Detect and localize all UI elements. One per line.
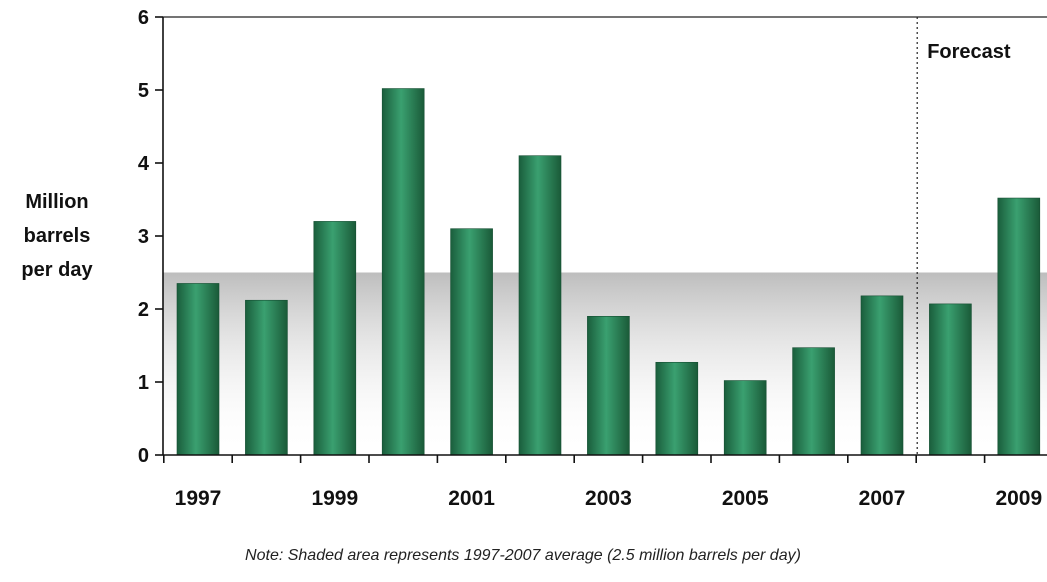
y-tick-label: 4 bbox=[138, 153, 150, 175]
bar-2007 bbox=[860, 295, 904, 456]
y-tick-label: 5 bbox=[138, 80, 149, 102]
bar-2002 bbox=[518, 155, 562, 456]
y-axis-label: Million bbox=[25, 191, 88, 213]
bar-1997 bbox=[176, 283, 220, 456]
y-tick-label: 3 bbox=[138, 226, 149, 248]
x-tick-label: 2009 bbox=[995, 487, 1042, 510]
y-tick-label: 0 bbox=[138, 445, 149, 467]
bar-2000 bbox=[381, 88, 425, 456]
x-tick-label: 2007 bbox=[859, 487, 906, 510]
x-tick-label: 2003 bbox=[585, 487, 632, 510]
x-tick-label: 2005 bbox=[722, 487, 769, 510]
x-tick-label: 1997 bbox=[175, 487, 222, 510]
y-tick-label: 6 bbox=[138, 7, 149, 29]
x-tick-label: 1999 bbox=[311, 487, 358, 510]
bar-2005 bbox=[723, 380, 767, 456]
forecast-label: Forecast bbox=[927, 41, 1011, 63]
bar-1999 bbox=[313, 221, 357, 456]
bar-1998 bbox=[245, 299, 288, 456]
bar-2004 bbox=[655, 361, 699, 456]
footnote: Note: Shaded area represents 1997-2007 a… bbox=[245, 547, 801, 564]
x-tick-label: 2001 bbox=[448, 487, 495, 510]
bar-2001 bbox=[450, 228, 493, 456]
bar-2006 bbox=[792, 347, 835, 456]
y-tick-label: 1 bbox=[138, 372, 149, 394]
bar-2008 bbox=[929, 303, 972, 456]
bar-2003 bbox=[587, 315, 630, 456]
y-axis-label: barrels bbox=[24, 225, 91, 247]
bar-2009 bbox=[997, 197, 1041, 456]
y-tick-label: 2 bbox=[138, 299, 149, 321]
y-axis-label: per day bbox=[21, 259, 93, 281]
